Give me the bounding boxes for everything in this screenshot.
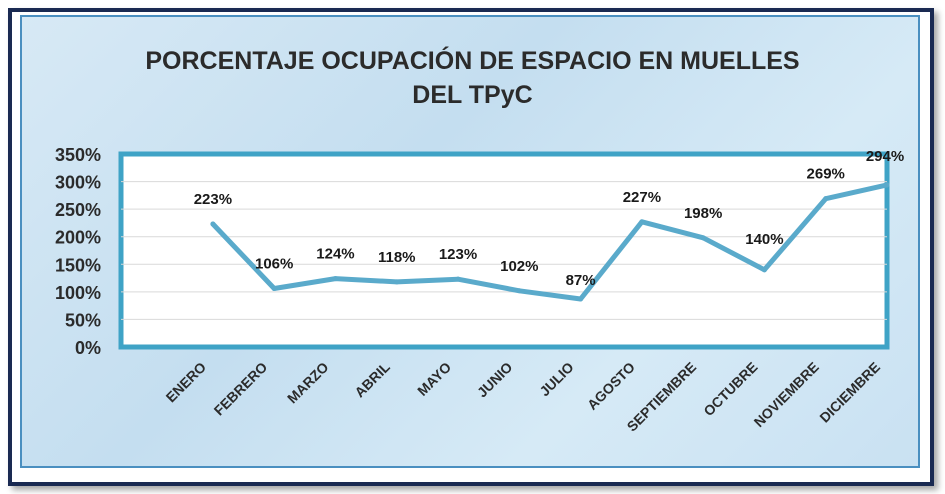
- data-point: [332, 276, 338, 282]
- plot-area: [118, 151, 890, 350]
- y-tick-label: 50%: [65, 310, 101, 330]
- data-point: [394, 279, 400, 285]
- y-tick-label: 150%: [55, 255, 101, 275]
- y-tick-label: 300%: [55, 173, 101, 193]
- x-tick-label: MAYO: [414, 359, 454, 399]
- y-tick-label: 250%: [55, 200, 101, 220]
- data-label: 118%: [378, 249, 416, 266]
- data-point: [639, 219, 645, 225]
- x-tick-label: JULIO: [536, 359, 577, 400]
- x-tick-label: ABRIL: [351, 358, 393, 400]
- data-label: 227%: [623, 189, 661, 206]
- x-tick-label: AGOSTO: [584, 359, 638, 413]
- data-label: 106%: [255, 256, 293, 273]
- data-point: [516, 288, 522, 294]
- data-label: 124%: [316, 246, 354, 263]
- y-tick-label: 200%: [55, 228, 101, 248]
- data-label: 269%: [807, 166, 845, 183]
- data-point: [578, 296, 584, 302]
- x-tick-label: ENERO: [163, 359, 210, 406]
- chart-title: PORCENTAJE OCUPACIÓN DE ESPACIO EN MUELL…: [0, 44, 945, 112]
- y-tick-label: 0%: [75, 338, 101, 358]
- x-tick-label: JUNIO: [474, 359, 516, 401]
- chart-title-line-2: DEL TPyC: [412, 81, 533, 109]
- data-label: 123%: [439, 246, 477, 263]
- data-label: 198%: [684, 205, 722, 222]
- data-point: [761, 267, 767, 273]
- data-label: 102%: [500, 258, 538, 275]
- data-point: [700, 235, 706, 241]
- data-point: [210, 221, 216, 227]
- data-label: 140%: [745, 231, 783, 248]
- x-tick-label: NOVIEMBRE: [751, 359, 822, 430]
- data-label: 223%: [194, 191, 232, 208]
- x-tick-label: DICIEMBRE: [816, 359, 883, 426]
- data-label: 87%: [566, 272, 596, 289]
- data-point: [823, 196, 829, 202]
- data-point: [271, 286, 277, 292]
- x-tick-label: MARZO: [284, 359, 332, 407]
- y-tick-label: 100%: [55, 283, 101, 303]
- y-tick-label: 350%: [55, 145, 101, 165]
- series-line: [210, 182, 890, 302]
- chart-title-line-1: PORCENTAJE OCUPACIÓN DE ESPACIO EN MUELL…: [145, 47, 800, 75]
- data-point: [884, 182, 890, 188]
- x-tick-label: FEBRERO: [211, 359, 271, 419]
- x-tick-label: OCTUBRE: [700, 359, 760, 419]
- data-point: [455, 276, 461, 282]
- data-label: 294%: [866, 148, 904, 165]
